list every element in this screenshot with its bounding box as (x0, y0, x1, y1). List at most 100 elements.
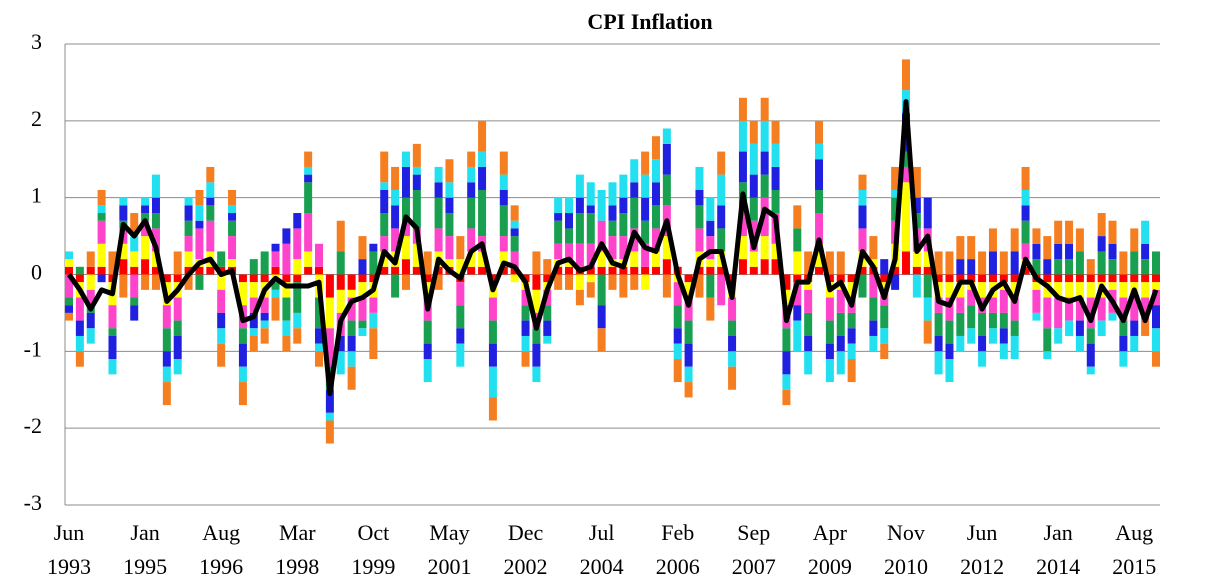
bar-segment (1108, 274, 1117, 283)
bar-segment (119, 197, 128, 206)
bar-segment (1119, 320, 1128, 336)
bar-segment (749, 120, 758, 144)
bar-segment (97, 220, 106, 244)
bar-segment (912, 166, 921, 198)
bar-segment (793, 205, 802, 229)
bar-segment (499, 151, 508, 175)
bar-segment (206, 166, 215, 183)
bar-segment (543, 335, 552, 344)
bar-segment (86, 274, 95, 290)
bar-segment (978, 351, 987, 367)
bar-segment (1032, 259, 1041, 275)
bar-segment (782, 374, 791, 390)
bar-segment (434, 182, 443, 198)
bar-segment (619, 236, 628, 260)
bar-segment (912, 274, 921, 298)
bar-segment (1032, 282, 1041, 290)
bar-segment (412, 189, 421, 229)
bar-segment (271, 266, 280, 275)
bar-segment (988, 328, 997, 344)
bar-segment (521, 351, 530, 367)
bar-segment (815, 143, 824, 160)
bar-segment (782, 351, 791, 375)
bar-segment (184, 197, 193, 206)
bar-segment (836, 289, 845, 313)
bar-segment (456, 282, 465, 306)
bar-segment (1054, 220, 1063, 244)
bar-segment (119, 259, 128, 275)
bar-segment (597, 305, 606, 329)
bar-segment (325, 274, 334, 298)
bar-segment (1032, 228, 1041, 244)
chart-title: CPI Inflation (587, 9, 712, 34)
bar-segment (586, 182, 595, 206)
x-tick-label: Jul 2004 (579, 520, 624, 579)
bar-segment (945, 297, 954, 321)
bar-segment (1032, 243, 1041, 260)
bar-segment (173, 359, 182, 375)
bar-segment (271, 289, 280, 298)
bar-segment (1043, 297, 1052, 329)
bar-segment (391, 266, 400, 275)
bar-segment (456, 259, 465, 275)
bar-segment (358, 282, 367, 298)
bar-segment (162, 366, 171, 383)
bar-segment (217, 289, 226, 313)
bar-segment (1010, 335, 1019, 360)
bar-segment (1141, 220, 1150, 244)
bar-segment (630, 159, 639, 183)
bar-segment (1152, 305, 1160, 329)
bar-segment (358, 320, 367, 329)
bar-segment (836, 274, 845, 283)
bar-segment (271, 297, 280, 321)
bar-segment (488, 366, 497, 398)
bar-segment (1054, 243, 1063, 260)
bar-segment (510, 236, 519, 252)
bar-segment (423, 251, 432, 275)
bar-segment (760, 97, 769, 121)
bar-segment (108, 305, 117, 329)
bar-segment (65, 305, 73, 313)
bar-segment (717, 205, 726, 229)
bar-segment (445, 236, 454, 260)
bar-segment (532, 274, 541, 290)
bar-segment (217, 343, 226, 367)
bar-segment (608, 205, 617, 221)
bar-segment (793, 282, 802, 306)
bar-segment (1119, 335, 1128, 352)
bar-segment (945, 251, 954, 275)
bar-segment (978, 251, 987, 275)
bar-segment (651, 251, 660, 267)
bar-segment (271, 251, 280, 267)
bar-segment (662, 174, 671, 206)
bar-segment (249, 335, 258, 352)
bar-segment (934, 335, 943, 352)
bar-segment (738, 259, 747, 275)
bar-segment (608, 220, 617, 237)
x-tick-label: Oct 1999 (351, 520, 396, 579)
bar-segment (825, 359, 834, 383)
bar-segment (901, 151, 910, 167)
bar-segment (195, 228, 204, 260)
bar-segment (967, 259, 976, 275)
bar-segment (749, 197, 758, 221)
bar-segment (260, 297, 269, 313)
bar-segment (662, 143, 671, 175)
bar-segment (336, 274, 345, 290)
bar-segment (554, 197, 563, 214)
bar-segment (445, 213, 454, 237)
bar-segment (836, 351, 845, 375)
bar-segment (988, 312, 997, 329)
bar-segment (1043, 236, 1052, 260)
bar-segment (967, 289, 976, 306)
bar-segment (825, 251, 834, 275)
bar-segment (86, 251, 95, 267)
bar-segment (717, 174, 726, 206)
bar-segment (1119, 251, 1128, 275)
bar-segment (1021, 243, 1030, 260)
bar-segment (1108, 243, 1117, 260)
bar-segment (923, 274, 932, 298)
bar-segment (684, 274, 693, 283)
bar-segment (282, 228, 291, 244)
bar-segment (358, 328, 367, 336)
